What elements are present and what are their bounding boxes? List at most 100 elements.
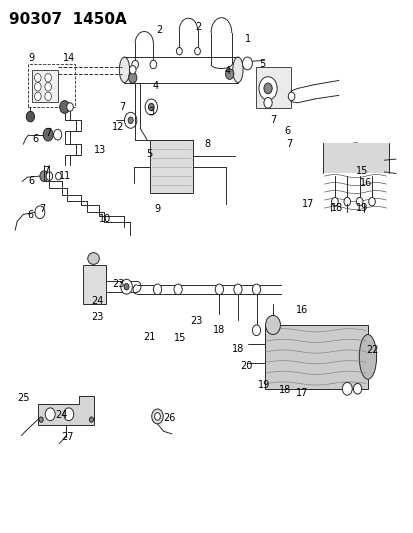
Circle shape (66, 103, 73, 111)
Text: 21: 21 (143, 332, 155, 342)
Text: 4: 4 (152, 81, 158, 91)
Circle shape (145, 99, 157, 115)
Text: 16: 16 (359, 177, 371, 188)
Text: 10: 10 (98, 214, 111, 224)
Text: 15: 15 (173, 333, 186, 343)
Circle shape (64, 408, 74, 421)
Circle shape (356, 197, 362, 206)
Circle shape (40, 171, 48, 181)
Circle shape (225, 69, 233, 79)
Text: 15: 15 (355, 166, 367, 176)
Circle shape (129, 66, 136, 74)
Polygon shape (38, 395, 93, 425)
Circle shape (252, 325, 260, 336)
Ellipse shape (343, 143, 366, 172)
Text: 13: 13 (93, 144, 106, 155)
Bar (150, 140, 193, 193)
Text: 7: 7 (269, 115, 275, 125)
Text: 24: 24 (91, 296, 104, 306)
Circle shape (128, 72, 137, 83)
Circle shape (46, 172, 52, 180)
Circle shape (265, 316, 280, 335)
Text: 19: 19 (355, 203, 367, 213)
Text: 6: 6 (27, 211, 33, 221)
Circle shape (176, 47, 182, 55)
Circle shape (45, 408, 55, 421)
Circle shape (121, 279, 132, 294)
Circle shape (128, 117, 133, 124)
Text: 25: 25 (17, 393, 30, 403)
Text: 7: 7 (45, 127, 51, 138)
Bar (322, 143, 388, 173)
Text: 26: 26 (162, 413, 175, 423)
Circle shape (89, 417, 93, 422)
Circle shape (233, 284, 242, 295)
Text: 90307  1450A: 90307 1450A (9, 12, 126, 27)
Text: 14: 14 (62, 53, 75, 62)
Circle shape (45, 74, 51, 82)
Bar (27, 64, 75, 107)
Text: 7: 7 (286, 139, 292, 149)
Circle shape (39, 417, 43, 422)
Circle shape (194, 47, 200, 55)
Text: 19: 19 (257, 379, 269, 390)
Text: 17: 17 (295, 388, 307, 398)
Bar (264, 325, 367, 389)
Circle shape (59, 101, 69, 114)
Text: 7: 7 (39, 204, 45, 214)
Circle shape (53, 130, 62, 140)
Circle shape (263, 83, 271, 94)
Ellipse shape (358, 335, 376, 379)
Circle shape (43, 128, 53, 141)
Circle shape (154, 413, 160, 420)
Circle shape (124, 112, 137, 128)
Circle shape (55, 172, 61, 180)
Ellipse shape (88, 253, 99, 264)
Circle shape (368, 197, 375, 206)
Circle shape (343, 197, 350, 206)
Circle shape (150, 60, 156, 69)
Circle shape (259, 77, 276, 100)
Circle shape (331, 197, 337, 206)
Circle shape (263, 98, 271, 108)
Text: 9: 9 (154, 204, 160, 214)
Text: 6: 6 (28, 176, 35, 187)
Circle shape (34, 92, 41, 101)
Ellipse shape (119, 57, 129, 83)
Bar (255, 67, 290, 108)
Text: 2: 2 (195, 22, 202, 33)
Circle shape (132, 60, 138, 69)
Text: 2: 2 (156, 25, 162, 35)
Text: 6: 6 (33, 134, 39, 144)
Circle shape (242, 57, 252, 70)
Text: 5: 5 (259, 60, 265, 69)
Text: 4: 4 (224, 66, 230, 76)
Text: 17: 17 (301, 199, 313, 209)
Circle shape (342, 382, 351, 395)
Text: 24: 24 (55, 410, 68, 421)
Text: 18: 18 (231, 344, 244, 354)
Text: 18: 18 (330, 203, 342, 213)
Text: 5: 5 (146, 149, 152, 159)
Text: 8: 8 (204, 139, 209, 149)
Circle shape (34, 83, 41, 91)
Text: 3: 3 (148, 107, 154, 117)
Text: 18: 18 (279, 385, 291, 395)
Text: 22: 22 (365, 345, 377, 356)
Text: 20: 20 (240, 361, 252, 372)
Text: 12: 12 (112, 122, 124, 132)
Circle shape (34, 74, 41, 82)
Circle shape (151, 409, 163, 424)
Text: 23: 23 (91, 312, 104, 322)
Bar (83, 265, 106, 304)
Circle shape (148, 103, 154, 111)
Text: 7: 7 (119, 102, 125, 112)
Text: 16: 16 (295, 305, 307, 315)
Circle shape (173, 284, 182, 295)
Circle shape (26, 111, 34, 122)
Circle shape (287, 92, 294, 101)
Text: 27: 27 (61, 432, 74, 442)
Circle shape (45, 92, 51, 101)
Circle shape (215, 284, 223, 295)
Text: 23: 23 (112, 279, 124, 288)
